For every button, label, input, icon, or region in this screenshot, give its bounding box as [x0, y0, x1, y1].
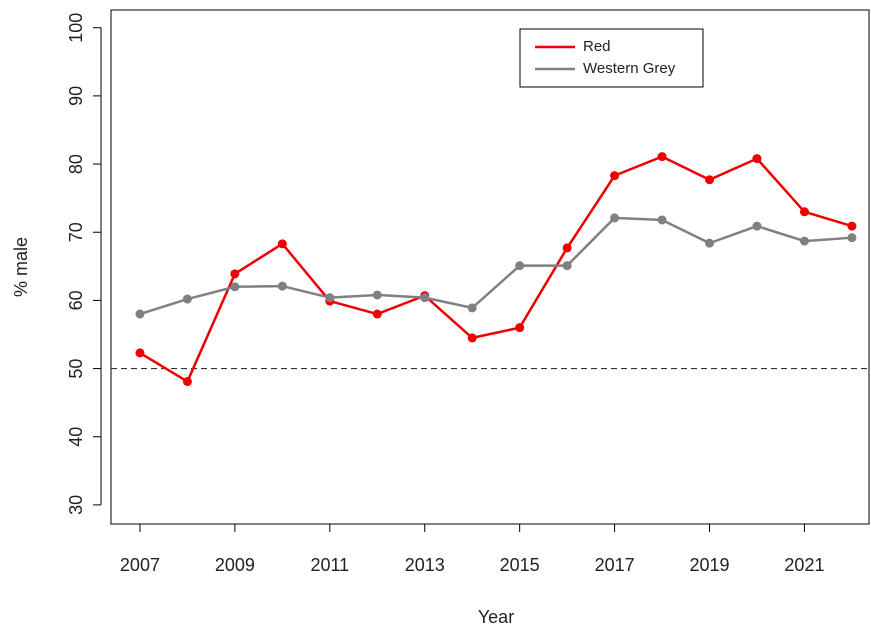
- y-tick-label: 80: [66, 154, 86, 174]
- data-point: [277, 281, 287, 291]
- series-line: [139, 216, 853, 316]
- data-point: [562, 261, 572, 271]
- data-point: [135, 309, 145, 319]
- data-point: [799, 207, 809, 217]
- data-point: [515, 323, 525, 333]
- data-point: [230, 269, 240, 279]
- data-point: [277, 239, 287, 249]
- plot-frame: [110, 9, 870, 525]
- data-point: [135, 348, 145, 358]
- data-point: [325, 293, 335, 303]
- data-point: [467, 303, 477, 313]
- x-tick-label: 2013: [405, 555, 445, 575]
- data-point: [372, 309, 382, 319]
- legend-box: [519, 28, 704, 88]
- y-tick-label: 60: [66, 290, 86, 310]
- x-tick-label: 2009: [215, 555, 255, 575]
- data-point: [562, 243, 572, 253]
- data-point: [372, 290, 382, 300]
- data-point: [847, 221, 857, 231]
- data-point: [230, 282, 240, 292]
- y-tick-label: 50: [66, 359, 86, 379]
- data-point: [420, 293, 430, 303]
- series-line: [139, 155, 853, 384]
- x-tick-label: 2019: [689, 555, 729, 575]
- data-point: [467, 333, 477, 343]
- y-tick-label: 30: [66, 495, 86, 515]
- legend-label: Western Grey: [583, 60, 676, 77]
- x-tick-label: 2011: [310, 555, 349, 575]
- legend-label: Red: [583, 38, 611, 55]
- x-tick-label: 2021: [784, 555, 824, 575]
- data-point: [182, 377, 192, 387]
- data-point: [182, 294, 192, 304]
- y-tick-label: 70: [66, 222, 86, 242]
- x-axis-label: Year: [478, 607, 514, 627]
- data-point: [657, 215, 667, 225]
- data-point: [657, 152, 667, 162]
- x-tick-label: 2017: [595, 555, 635, 575]
- y-tick-label: 40: [66, 427, 86, 447]
- data-point: [752, 154, 762, 164]
- data-point: [515, 261, 525, 271]
- data-point: [610, 171, 620, 181]
- data-point: [705, 175, 715, 185]
- x-tick-label: 2007: [120, 555, 160, 575]
- data-point: [610, 213, 620, 223]
- y-tick-label: 90: [66, 86, 86, 106]
- data-point: [799, 236, 809, 246]
- y-axis-label: % male: [11, 237, 31, 297]
- x-tick-label: 2015: [500, 555, 540, 575]
- y-tick-label: 100: [66, 13, 86, 43]
- data-point: [705, 238, 715, 248]
- data-point: [847, 233, 857, 243]
- data-point: [752, 221, 762, 231]
